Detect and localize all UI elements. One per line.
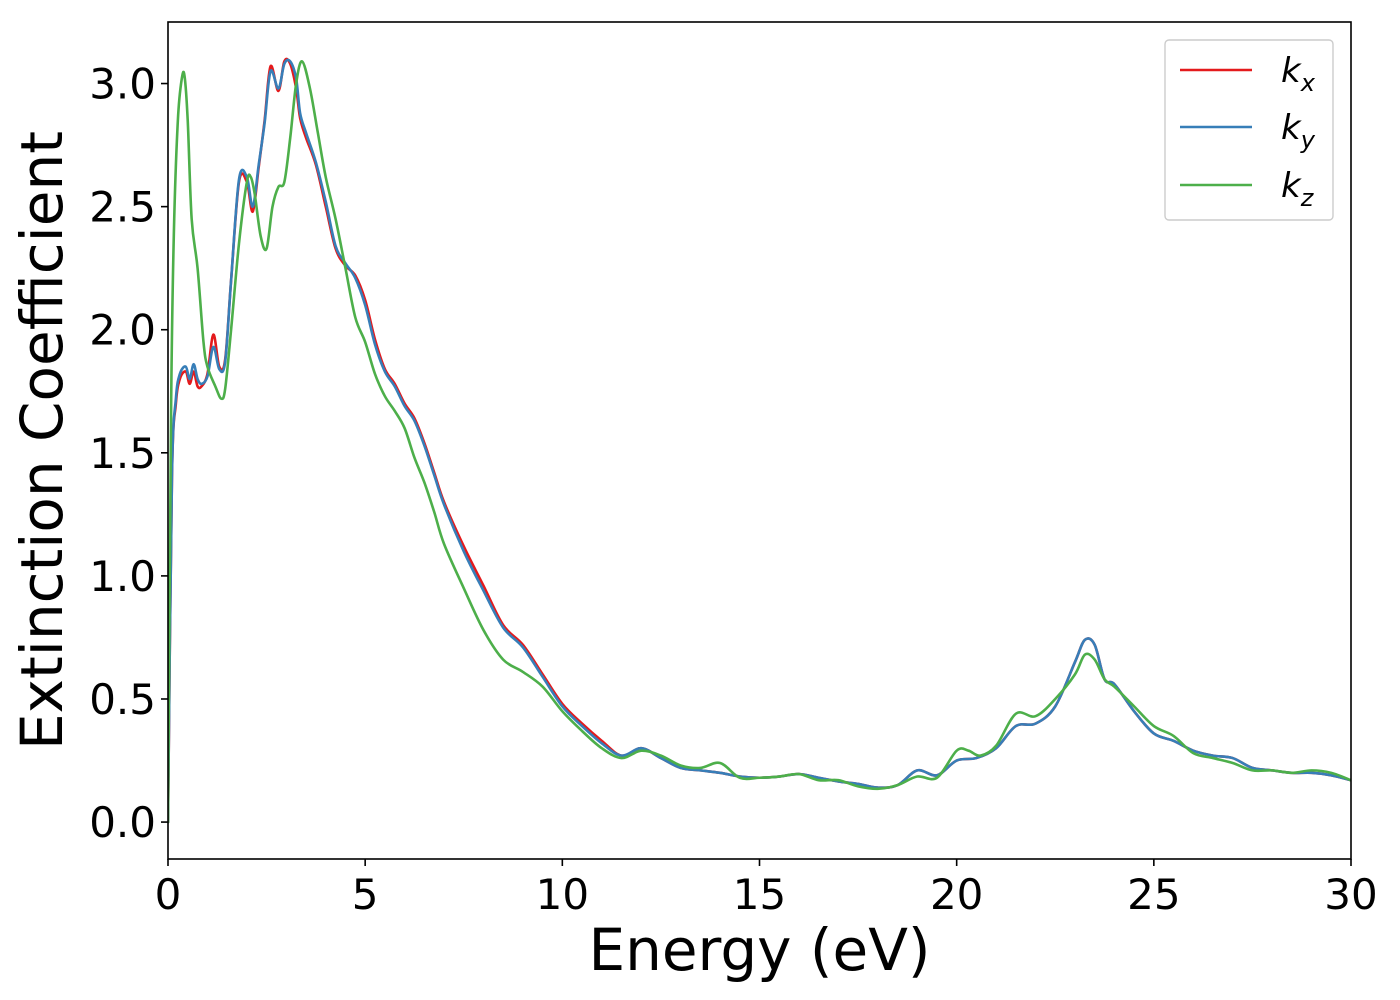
x-tick-label: 20 — [930, 870, 983, 919]
y-tick-label: 2.0 — [89, 306, 156, 355]
legend-label-kz: kz — [1281, 166, 1315, 212]
x-tick-label: 15 — [733, 870, 786, 919]
legend-label-kx: kx — [1281, 51, 1316, 97]
legend-label-ky: ky — [1281, 108, 1316, 154]
plot-area — [168, 22, 1351, 859]
y-tick-label: 0.5 — [89, 675, 156, 724]
x-tick-label: 10 — [536, 870, 589, 919]
y-tick-label: 0.0 — [89, 798, 156, 847]
y-tick-label: 2.5 — [89, 183, 156, 232]
y-tick-label: 3.0 — [89, 60, 156, 109]
series-line-ky — [168, 58, 1351, 824]
y-axis-label: Extinction Coefficient — [8, 131, 76, 750]
legend-frame — [1164, 39, 1334, 221]
legend: kx ky kz — [1164, 39, 1334, 221]
series-line-kz — [168, 60, 1351, 824]
x-axis-label: Energy (eV) — [588, 916, 930, 984]
y-axis-ticks: 0.0 0.5 1.0 1.5 2.0 2.5 3.0 — [89, 60, 168, 847]
x-axis-ticks: 0 5 10 15 20 25 30 — [155, 859, 1378, 919]
y-tick-label: 1.0 — [89, 552, 156, 601]
series-lines — [168, 57, 1351, 824]
y-tick-label: 1.5 — [89, 429, 156, 478]
x-tick-label: 25 — [1127, 870, 1180, 919]
x-tick-label: 0 — [155, 870, 182, 919]
x-tick-label: 5 — [352, 870, 379, 919]
x-tick-label: 30 — [1324, 870, 1377, 919]
